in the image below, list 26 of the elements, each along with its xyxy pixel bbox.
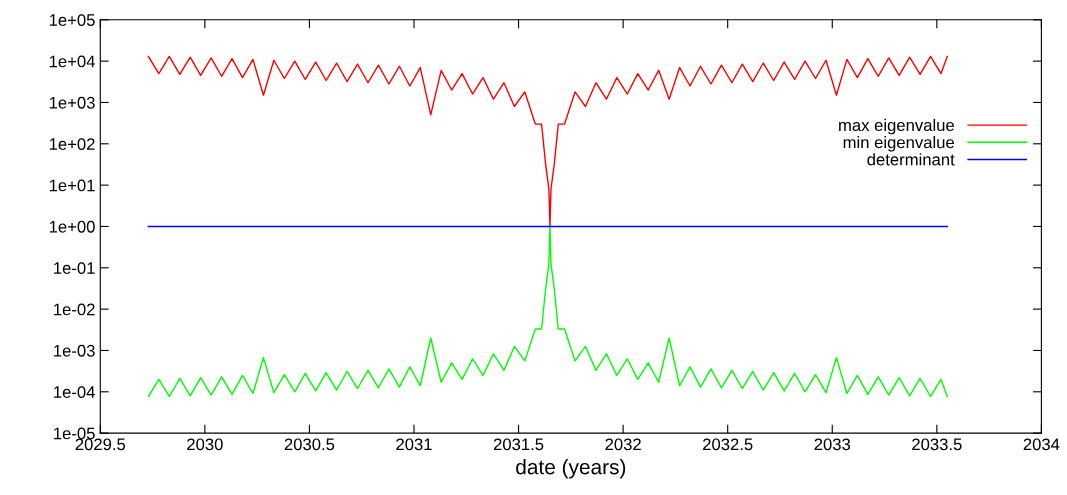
x-tick-label: 2034 <box>1023 438 1060 451</box>
y-tick-label: 1e-03 <box>54 344 95 357</box>
y-tick-label: 1e-02 <box>54 303 95 316</box>
x-tick-label: 2032.5 <box>703 438 753 451</box>
x-tick-label: 2033.5 <box>912 438 962 451</box>
y-tick-label: 1e-05 <box>54 427 95 440</box>
x-tick-label: 2033 <box>814 438 851 451</box>
y-tick-label: 1e+02 <box>49 138 95 150</box>
x-tick-label: 2031.5 <box>493 438 544 451</box>
y-tick-label: 1e+03 <box>49 96 95 109</box>
y-tick-label: 1e+04 <box>49 55 95 68</box>
y-tick-label: 1e+01 <box>49 179 95 192</box>
x-tick-label: 2031 <box>396 438 432 451</box>
x-tick-label: 2030 <box>187 438 223 451</box>
y-tick-label: 1e+05 <box>49 14 95 26</box>
legend-label: determinant <box>867 153 955 166</box>
x-tick-label: 2030.5 <box>284 438 335 451</box>
line-series <box>147 225 948 398</box>
x-axis-title: date (years) <box>516 459 626 479</box>
y-tick-label: 1e-04 <box>54 386 95 398</box>
y-tick-label: 1e-01 <box>54 262 95 274</box>
x-tick-label: 2032 <box>605 438 641 451</box>
legend-label: min eigenvalue <box>843 136 954 152</box>
x-tick-label: 2029.5 <box>75 438 126 451</box>
y-tick-label: 1e+00 <box>49 220 95 233</box>
legend-label: max eigenvalue <box>839 118 954 135</box>
